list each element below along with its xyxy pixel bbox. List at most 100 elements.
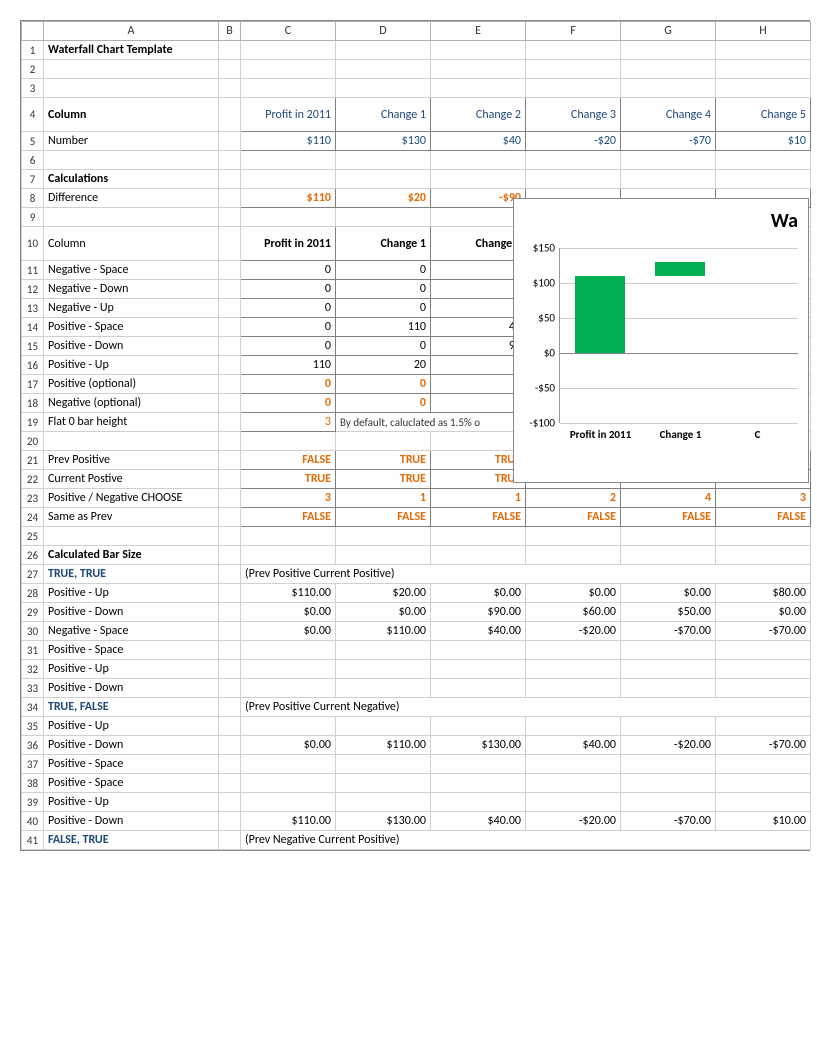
row-39[interactable]: 39Positive - Up xyxy=(22,793,811,812)
cell[interactable]: Change 3 xyxy=(526,98,621,132)
cell[interactable] xyxy=(336,151,431,170)
cell[interactable] xyxy=(716,151,811,170)
cell[interactable]: $10.00 xyxy=(716,812,811,831)
cell[interactable] xyxy=(219,432,241,451)
row-37[interactable]: 37Positive - Space xyxy=(22,755,811,774)
cell[interactable]: 3 xyxy=(716,489,811,508)
cell[interactable] xyxy=(44,432,219,451)
col-header-row[interactable]: A B C D E F G H xyxy=(22,22,811,41)
cell[interactable]: 0 xyxy=(241,337,336,356)
cell[interactable]: 0 xyxy=(336,375,431,394)
cell[interactable] xyxy=(431,432,526,451)
cell[interactable] xyxy=(526,79,621,98)
cell[interactable]: Positive - Space xyxy=(44,318,219,337)
cell[interactable] xyxy=(219,189,241,208)
row-hdr[interactable]: 35 xyxy=(22,717,44,736)
cell[interactable] xyxy=(241,774,336,793)
col-A[interactable]: A xyxy=(44,22,219,41)
row-hdr[interactable]: 14 xyxy=(22,318,44,337)
cell[interactable]: TRUE xyxy=(241,470,336,489)
cell[interactable] xyxy=(336,660,431,679)
row-hdr[interactable]: 32 xyxy=(22,660,44,679)
cell[interactable] xyxy=(431,679,526,698)
cell[interactable]: FALSE xyxy=(431,508,526,527)
cell[interactable]: -$70.00 xyxy=(716,622,811,641)
cell[interactable] xyxy=(431,793,526,812)
cell[interactable]: 0 xyxy=(336,337,431,356)
row-35[interactable]: 35Positive - Up xyxy=(22,717,811,736)
cell[interactable]: -$70 xyxy=(621,132,716,151)
col-D[interactable]: D xyxy=(336,22,431,41)
cell[interactable] xyxy=(219,208,241,227)
row-hdr[interactable]: 22 xyxy=(22,470,44,489)
cell[interactable] xyxy=(44,527,219,546)
cell[interactable] xyxy=(219,622,241,641)
cell[interactable] xyxy=(431,79,526,98)
cell[interactable]: FALSE, TRUE xyxy=(44,831,219,850)
cell[interactable]: $80.00 xyxy=(716,584,811,603)
cell[interactable] xyxy=(716,79,811,98)
cell[interactable]: $0.00 xyxy=(526,584,621,603)
cell[interactable]: FALSE xyxy=(621,508,716,527)
cell[interactable]: $40 xyxy=(431,132,526,151)
row-25[interactable]: 25 xyxy=(22,527,811,546)
cell[interactable]: Negative (optional) xyxy=(44,394,219,413)
cell[interactable] xyxy=(716,170,811,189)
cell[interactable]: Prev Positive xyxy=(44,451,219,470)
cell[interactable] xyxy=(219,508,241,527)
cell[interactable] xyxy=(219,41,241,60)
cell[interactable]: 1 xyxy=(431,489,526,508)
cell[interactable]: Calculations xyxy=(44,170,219,189)
cell[interactable] xyxy=(431,641,526,660)
cell[interactable]: $90.00 xyxy=(431,603,526,622)
row-28[interactable]: 28Positive - Up$110.00$20.00$0.00$0.00$0… xyxy=(22,584,811,603)
row-hdr[interactable]: 11 xyxy=(22,261,44,280)
cell[interactable] xyxy=(219,489,241,508)
cell[interactable]: Column xyxy=(44,98,219,132)
cell[interactable]: 0 xyxy=(336,394,431,413)
cell[interactable] xyxy=(336,755,431,774)
cell[interactable]: Change 2 xyxy=(431,227,526,261)
cell[interactable] xyxy=(241,41,336,60)
row-6[interactable]: 6 xyxy=(22,151,811,170)
cell[interactable] xyxy=(431,41,526,60)
cell[interactable]: $110.00 xyxy=(336,736,431,755)
row-27[interactable]: 27TRUE, TRUE(Prev Positive Current Posit… xyxy=(22,565,811,584)
cell[interactable] xyxy=(219,394,241,413)
cell[interactable]: $110.00 xyxy=(241,812,336,831)
cell[interactable] xyxy=(219,318,241,337)
cell[interactable] xyxy=(526,41,621,60)
cell[interactable]: 90 xyxy=(431,337,526,356)
cell[interactable] xyxy=(716,527,811,546)
cell[interactable]: Same as Prev xyxy=(44,508,219,527)
cell[interactable]: 0 xyxy=(431,375,526,394)
cell[interactable]: -$70.00 xyxy=(716,736,811,755)
row-hdr[interactable]: 27 xyxy=(22,565,44,584)
cell[interactable]: 0 xyxy=(241,375,336,394)
cell[interactable] xyxy=(44,208,219,227)
cell[interactable] xyxy=(526,546,621,565)
cell[interactable]: 3 xyxy=(241,413,336,432)
cell[interactable] xyxy=(621,170,716,189)
cell[interactable]: 0 xyxy=(431,261,526,280)
row-hdr[interactable]: 4 xyxy=(22,98,44,132)
cell[interactable]: -$20.00 xyxy=(621,736,716,755)
cell[interactable] xyxy=(526,151,621,170)
cell[interactable]: 0 xyxy=(336,261,431,280)
row-hdr[interactable]: 18 xyxy=(22,394,44,413)
cell[interactable] xyxy=(431,546,526,565)
cell[interactable] xyxy=(219,565,241,584)
cell[interactable]: $0.00 xyxy=(716,603,811,622)
cell[interactable] xyxy=(219,755,241,774)
cell[interactable]: FALSE xyxy=(716,508,811,527)
cell[interactable] xyxy=(219,774,241,793)
cell[interactable] xyxy=(241,755,336,774)
cell[interactable] xyxy=(431,755,526,774)
cell[interactable] xyxy=(336,679,431,698)
cell[interactable]: -$20.00 xyxy=(526,622,621,641)
cell[interactable] xyxy=(219,470,241,489)
cell[interactable] xyxy=(716,793,811,812)
cell[interactable]: Calculated Bar Size xyxy=(44,546,219,565)
cell[interactable] xyxy=(336,432,431,451)
row-hdr[interactable]: 5 xyxy=(22,132,44,151)
